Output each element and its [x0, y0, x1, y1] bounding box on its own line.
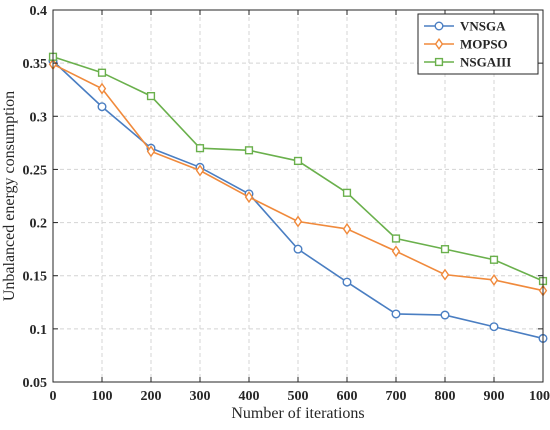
- x-tick-label: 800: [435, 389, 456, 404]
- x-tick-label: 100: [92, 389, 113, 404]
- legend-label-vnsga: VNSGA: [460, 19, 506, 34]
- y-tick-label: 0.1: [30, 323, 48, 338]
- y-tick-label: 0.35: [23, 57, 48, 72]
- legend-marker-nsgaiii: [436, 59, 443, 66]
- data-point-nsgaiii: [393, 235, 400, 242]
- data-point-vnsga: [98, 103, 106, 111]
- data-point-vnsga: [343, 278, 351, 286]
- legend-label-mopso: MOPSO: [460, 37, 508, 52]
- data-point-nsgaiii: [99, 69, 106, 76]
- x-tick-label: 300: [190, 389, 211, 404]
- data-point-nsgaiii: [442, 246, 449, 253]
- legend-marker-vnsga: [435, 22, 443, 30]
- data-point-vnsga: [294, 245, 302, 253]
- data-point-nsgaiii: [148, 93, 155, 100]
- y-tick-label: 0.2: [30, 217, 48, 232]
- x-tick-label: 600: [337, 389, 358, 404]
- x-tick-label: 0: [50, 389, 57, 404]
- data-point-vnsga: [490, 323, 498, 331]
- x-axis-label: Number of iterations: [231, 405, 364, 422]
- x-tick-label: 200: [141, 389, 162, 404]
- y-tick-label: 0.4: [30, 4, 48, 19]
- y-tick-label: 0.3: [30, 110, 48, 125]
- y-tick-label: 0.05: [23, 376, 48, 391]
- legend-label-nsgaiii: NSGAIII: [460, 55, 511, 70]
- data-point-nsgaiii: [344, 189, 351, 196]
- data-point-vnsga: [441, 311, 449, 319]
- data-point-vnsga: [392, 310, 400, 318]
- legend: VNSGA MOPSO NSGAIII: [418, 14, 538, 74]
- y-axis-label: Unbalanced energy consumption: [1, 91, 18, 301]
- y-tick-label: 0.15: [23, 270, 48, 285]
- data-point-nsgaiii: [246, 147, 253, 154]
- data-point-nsgaiii: [295, 158, 302, 165]
- x-tick-label: 700: [386, 389, 407, 404]
- data-point-nsgaiii: [491, 256, 498, 263]
- y-tick-label: 0.25: [23, 163, 48, 178]
- x-tick-label: 500: [288, 389, 309, 404]
- x-tick-label: 400: [239, 389, 260, 404]
- x-tick-label: 900: [484, 389, 505, 404]
- data-point-nsgaiii: [197, 145, 204, 152]
